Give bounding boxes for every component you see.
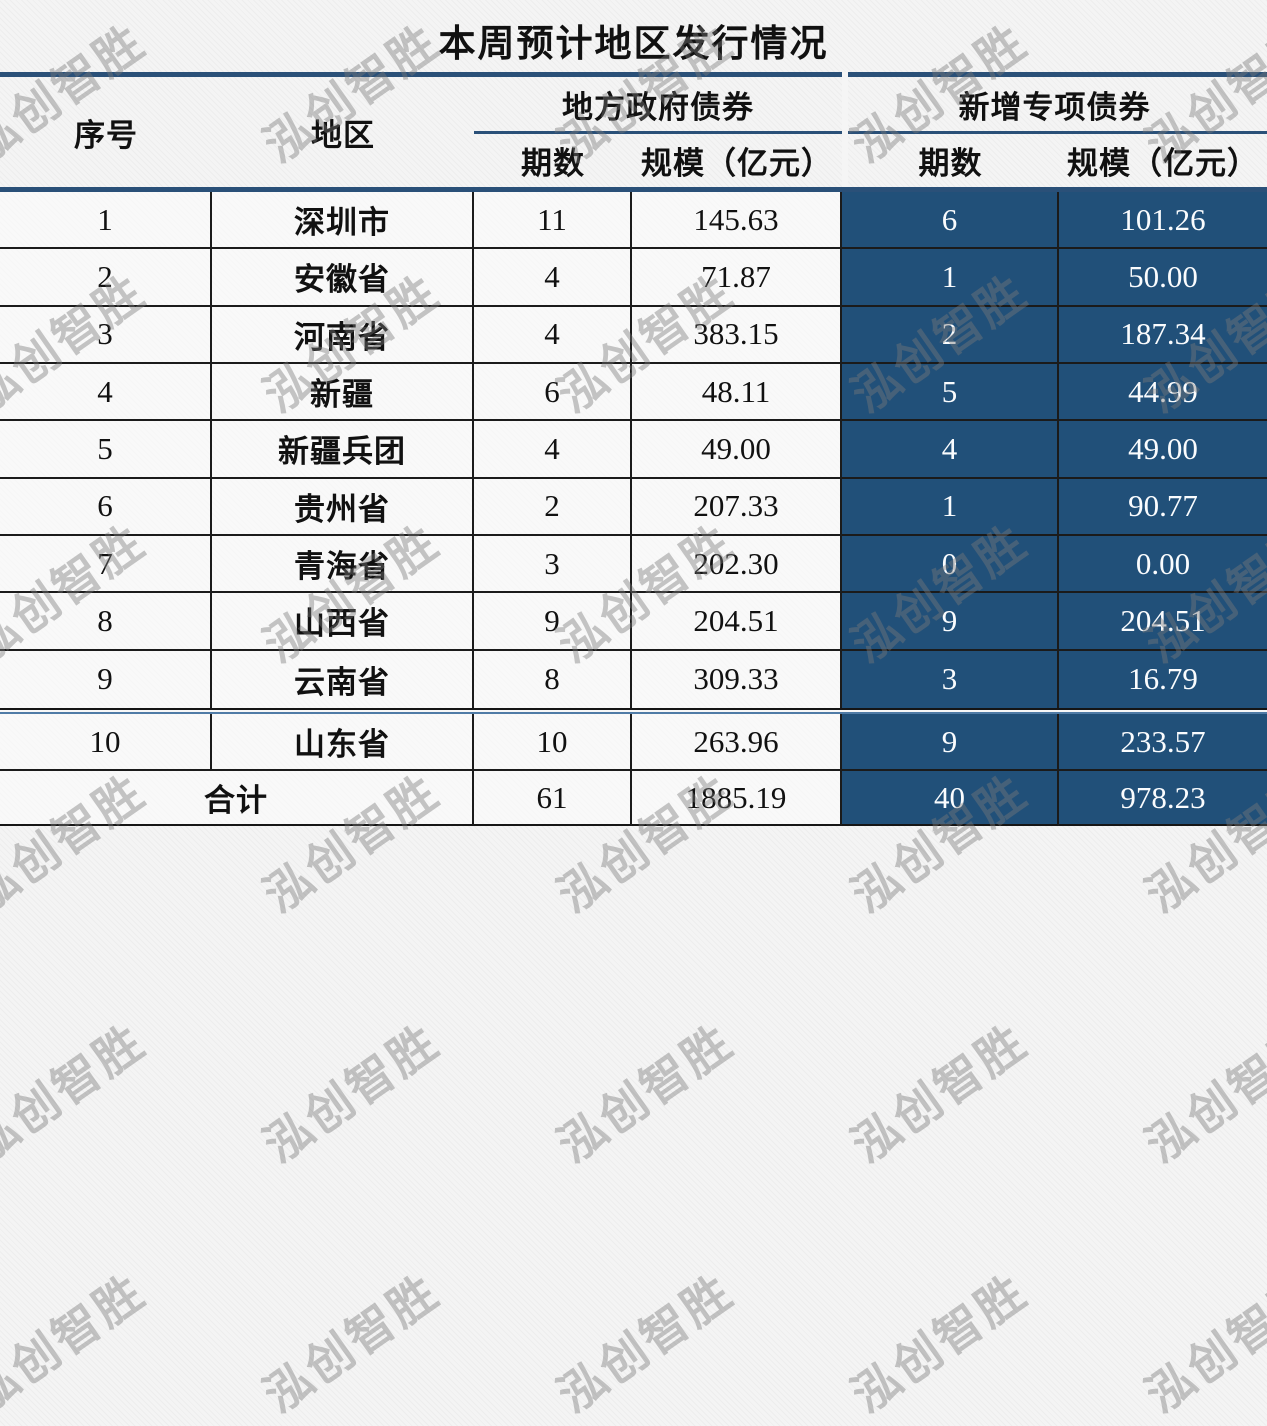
total-sp-scale: 978.23 (1059, 771, 1267, 826)
cell-no: 3 (0, 306, 212, 364)
cell-lg-scale: 49.00 (632, 421, 842, 479)
cell-region: 山西省 (212, 593, 474, 651)
cell-no: 7 (0, 535, 212, 594)
total-lg-scale: 1885.19 (632, 771, 842, 826)
cell-sp-periods: 4 (842, 421, 1059, 479)
watermark-text: 泓创智胜 (1136, 1014, 1267, 1173)
cell-no: 1 (0, 192, 212, 250)
cell-lg-scale: 48.11 (632, 363, 842, 422)
cell-lg-scale: 207.33 (632, 478, 842, 536)
cell-lg-scale: 309.33 (632, 650, 842, 708)
cell-region: 山东省 (212, 714, 474, 771)
cell-sp-scale: 16.79 (1059, 650, 1267, 708)
watermark-text: 泓创智胜 (0, 1264, 155, 1423)
cell-sp-periods: 2 (842, 306, 1059, 364)
cell-region: 河南省 (212, 306, 474, 364)
cell-sp-scale: 44.99 (1059, 363, 1267, 422)
table-body-row-10-and-total: 10 山东省 10 263.96 9 233.57 合计 61 1885.19 … (0, 714, 1267, 826)
cell-lg-scale: 204.51 (632, 593, 842, 651)
cell-region: 深圳市 (212, 192, 474, 250)
cell-region: 贵州省 (212, 478, 474, 536)
cell-sp-scale: 90.77 (1059, 478, 1267, 536)
cell-lg-periods: 6 (474, 363, 632, 422)
cell-no: 10 (0, 714, 212, 771)
cell-lg-periods: 4 (474, 249, 632, 307)
cell-no: 6 (0, 478, 212, 536)
total-lg-periods: 61 (474, 771, 632, 826)
group1-underline (474, 131, 842, 134)
cell-sp-scale: 101.26 (1059, 192, 1267, 250)
cell-no: 9 (0, 650, 212, 708)
cell-sp-periods: 3 (842, 650, 1059, 708)
total-sp-periods: 40 (842, 771, 1059, 826)
cell-lg-periods: 2 (474, 478, 632, 536)
col-header-no: 序号 (74, 117, 138, 153)
cell-lg-periods: 3 (474, 535, 632, 594)
cell-lg-scale: 263.96 (632, 714, 842, 771)
cell-sp-periods: 1 (842, 478, 1059, 536)
table-body-rows-1-9: 1 深圳市 11 145.63 6 101.26 2 安徽省 4 71.87 1… (0, 192, 1267, 708)
subheader-sp-scale: 规模（亿元） (1067, 146, 1259, 181)
cell-sp-periods: 0 (842, 535, 1059, 594)
cell-lg-periods: 10 (474, 714, 632, 771)
total-label: 合计 (0, 771, 474, 826)
watermark-text: 泓创智胜 (0, 1014, 155, 1173)
header-column-gap (842, 72, 848, 187)
watermark-text: 泓创智胜 (842, 1014, 1037, 1173)
cell-lg-periods: 4 (474, 306, 632, 364)
cell-no: 8 (0, 593, 212, 651)
cell-sp-scale: 0.00 (1059, 535, 1267, 594)
watermark-text: 泓创智胜 (548, 1264, 743, 1423)
cell-region: 青海省 (212, 535, 474, 594)
col-header-region: 地区 (311, 117, 375, 153)
subheader-lg-periods: 期数 (521, 146, 585, 181)
cell-no: 2 (0, 249, 212, 307)
watermark-text: 泓创智胜 (548, 1014, 743, 1173)
cell-no: 5 (0, 421, 212, 479)
cell-sp-periods: 9 (842, 593, 1059, 651)
watermark-text: 泓创智胜 (254, 1264, 449, 1423)
page-title: 本周预计地区发行情况 (438, 24, 829, 65)
subheader-sp-periods: 期数 (918, 146, 983, 181)
cell-region: 安徽省 (212, 249, 474, 307)
cell-sp-periods: 6 (842, 192, 1059, 250)
cell-lg-periods: 8 (474, 650, 632, 708)
cell-region: 新疆 (212, 363, 474, 422)
header-top-rule (0, 72, 1267, 77)
cell-sp-scale: 204.51 (1059, 593, 1267, 651)
cell-lg-periods: 11 (474, 192, 632, 250)
subheader-lg-scale: 规模（亿元） (641, 146, 833, 181)
header-bottom-rule (0, 187, 1267, 192)
cell-lg-scale: 145.63 (632, 192, 842, 250)
cell-sp-periods: 5 (842, 363, 1059, 422)
cell-lg-periods: 9 (474, 593, 632, 651)
cell-no: 4 (0, 363, 212, 422)
cell-sp-scale: 187.34 (1059, 306, 1267, 364)
group-header-local-gov-bonds: 地方政府债券 (562, 89, 754, 125)
cell-sp-scale: 233.57 (1059, 714, 1267, 771)
cell-sp-periods: 1 (842, 249, 1059, 307)
double-divider-line (0, 708, 1267, 714)
watermark-text: 泓创智胜 (254, 1014, 449, 1173)
watermark-text: 泓创智胜 (842, 1264, 1037, 1423)
group2-underline (848, 131, 1267, 134)
cell-sp-scale: 49.00 (1059, 421, 1267, 479)
cell-lg-scale: 71.87 (632, 249, 842, 307)
cell-lg-scale: 383.15 (632, 306, 842, 364)
cell-sp-periods: 9 (842, 714, 1059, 771)
cell-region: 云南省 (212, 650, 474, 708)
watermark-text: 泓创智胜 (1136, 1264, 1267, 1423)
group-header-new-special-bonds: 新增专项债券 (958, 89, 1151, 125)
cell-lg-periods: 4 (474, 421, 632, 479)
cell-region: 新疆兵团 (212, 421, 474, 479)
cell-lg-scale: 202.30 (632, 535, 842, 594)
cell-sp-scale: 50.00 (1059, 249, 1267, 307)
